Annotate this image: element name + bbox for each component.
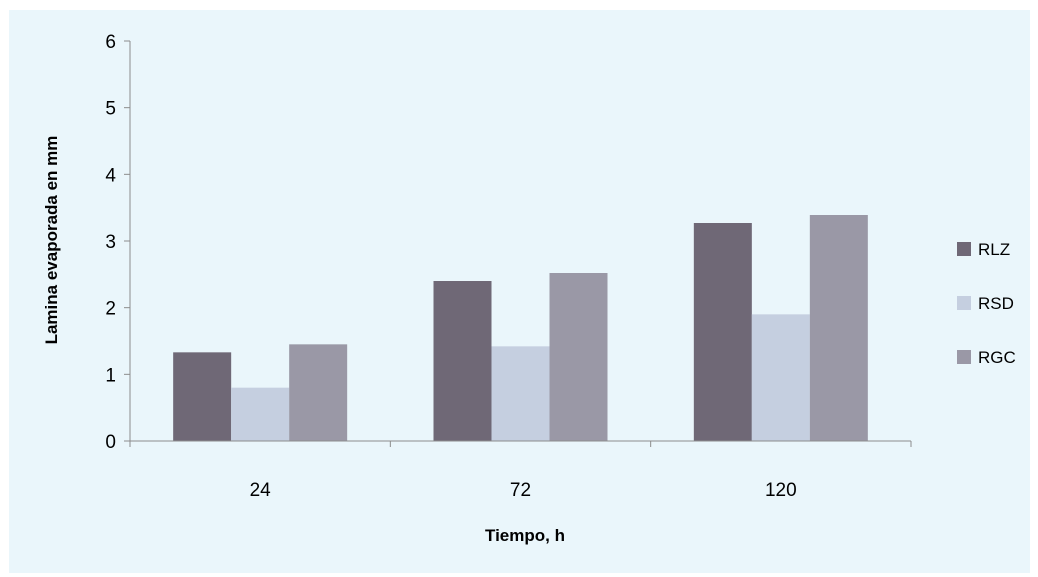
y-tick-label: 4: [105, 165, 116, 186]
y-tick-label: 3: [105, 232, 116, 253]
axes: 24 72 120 0 1 2 3 4 5 6: [105, 32, 912, 501]
bar-rlz-72: [433, 281, 492, 441]
x-axis-title: Tiempo, h: [485, 526, 565, 545]
legend-label-rgc: RGC: [978, 348, 1016, 367]
bar-chart: 24 72 120 0 1 2 3 4 5 6 Tiempo, h Lamina evaporad…: [42, 32, 1016, 545]
x-tick-label: 72: [510, 480, 531, 501]
chart-area: 24 72 120 0 1 2 3 4 5 6 Tiempo, h Lamina evaporad…: [9, 10, 1030, 573]
legend: RLZ RSD RGC: [957, 240, 1016, 367]
legend-label-rlz: RLZ: [978, 240, 1010, 259]
bar-rsd-24: [231, 387, 290, 441]
y-axis-title: Lamina evaporada en mm: [42, 136, 61, 345]
bar-rsd-120: [751, 314, 810, 441]
y-tick-label: 5: [105, 99, 116, 120]
y-tick-label: 6: [105, 32, 116, 53]
legend-swatch-rsd: [957, 296, 971, 310]
bar-rlz-24: [173, 352, 232, 441]
bar-rgc-24: [289, 344, 348, 441]
bar-rgc-120: [809, 215, 868, 441]
x-tick-label: 120: [765, 480, 797, 501]
y-tick-label: 0: [105, 432, 116, 453]
y-tick-label: 2: [105, 299, 116, 320]
legend-swatch-rlz: [957, 242, 971, 256]
legend-swatch-rgc: [957, 350, 971, 364]
plot-area: [173, 215, 868, 441]
bar-rlz-120: [693, 223, 752, 441]
bar-rsd-72: [491, 346, 550, 441]
bar-rgc-72: [549, 273, 608, 441]
y-tick-label: 1: [105, 365, 116, 386]
legend-label-rsd: RSD: [978, 294, 1014, 313]
x-tick-label: 24: [250, 480, 272, 501]
